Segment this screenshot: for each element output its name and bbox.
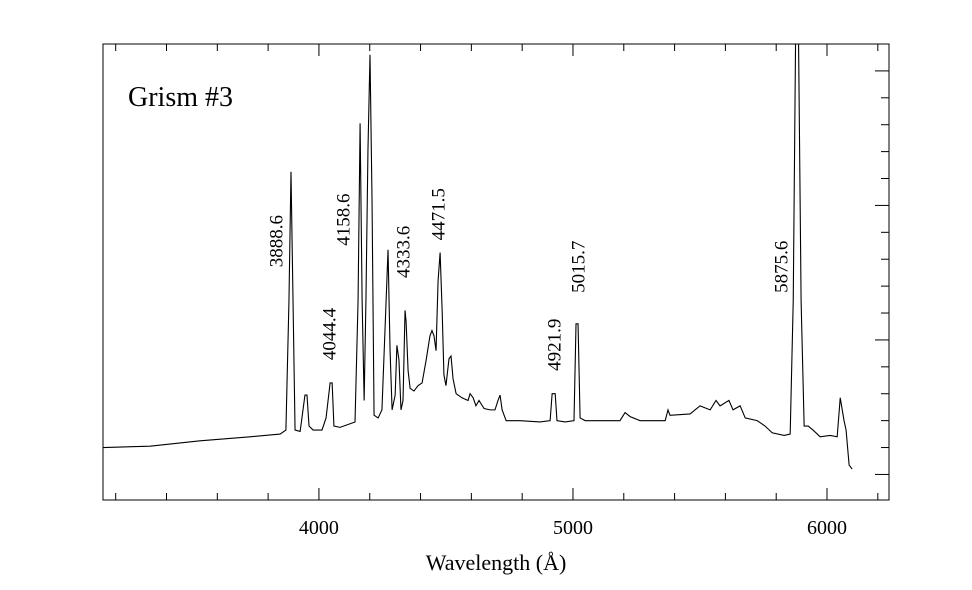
chart-title: Grism #3 [128, 82, 233, 113]
line-annotation: 4333.6 [393, 226, 414, 278]
line-annotation: 4044.4 [319, 307, 340, 360]
plot-frame [102, 43, 890, 501]
x-tick-label: 4000 [299, 517, 339, 539]
x-axis-label: Wavelength (Å) [426, 550, 567, 575]
x-tick-label: 6000 [807, 517, 847, 539]
line-annotation: 4471.5 [428, 188, 449, 240]
line-annotation: 4158.6 [333, 194, 354, 246]
spectrum-line [103, 44, 853, 470]
line-annotation: 3888.6 [266, 215, 287, 267]
line-annotation: 5015.7 [568, 241, 589, 293]
x-tick-label: 5000 [553, 517, 593, 539]
line-annotation: 5875.6 [771, 241, 792, 293]
line-annotation: 4921.9 [545, 319, 566, 371]
